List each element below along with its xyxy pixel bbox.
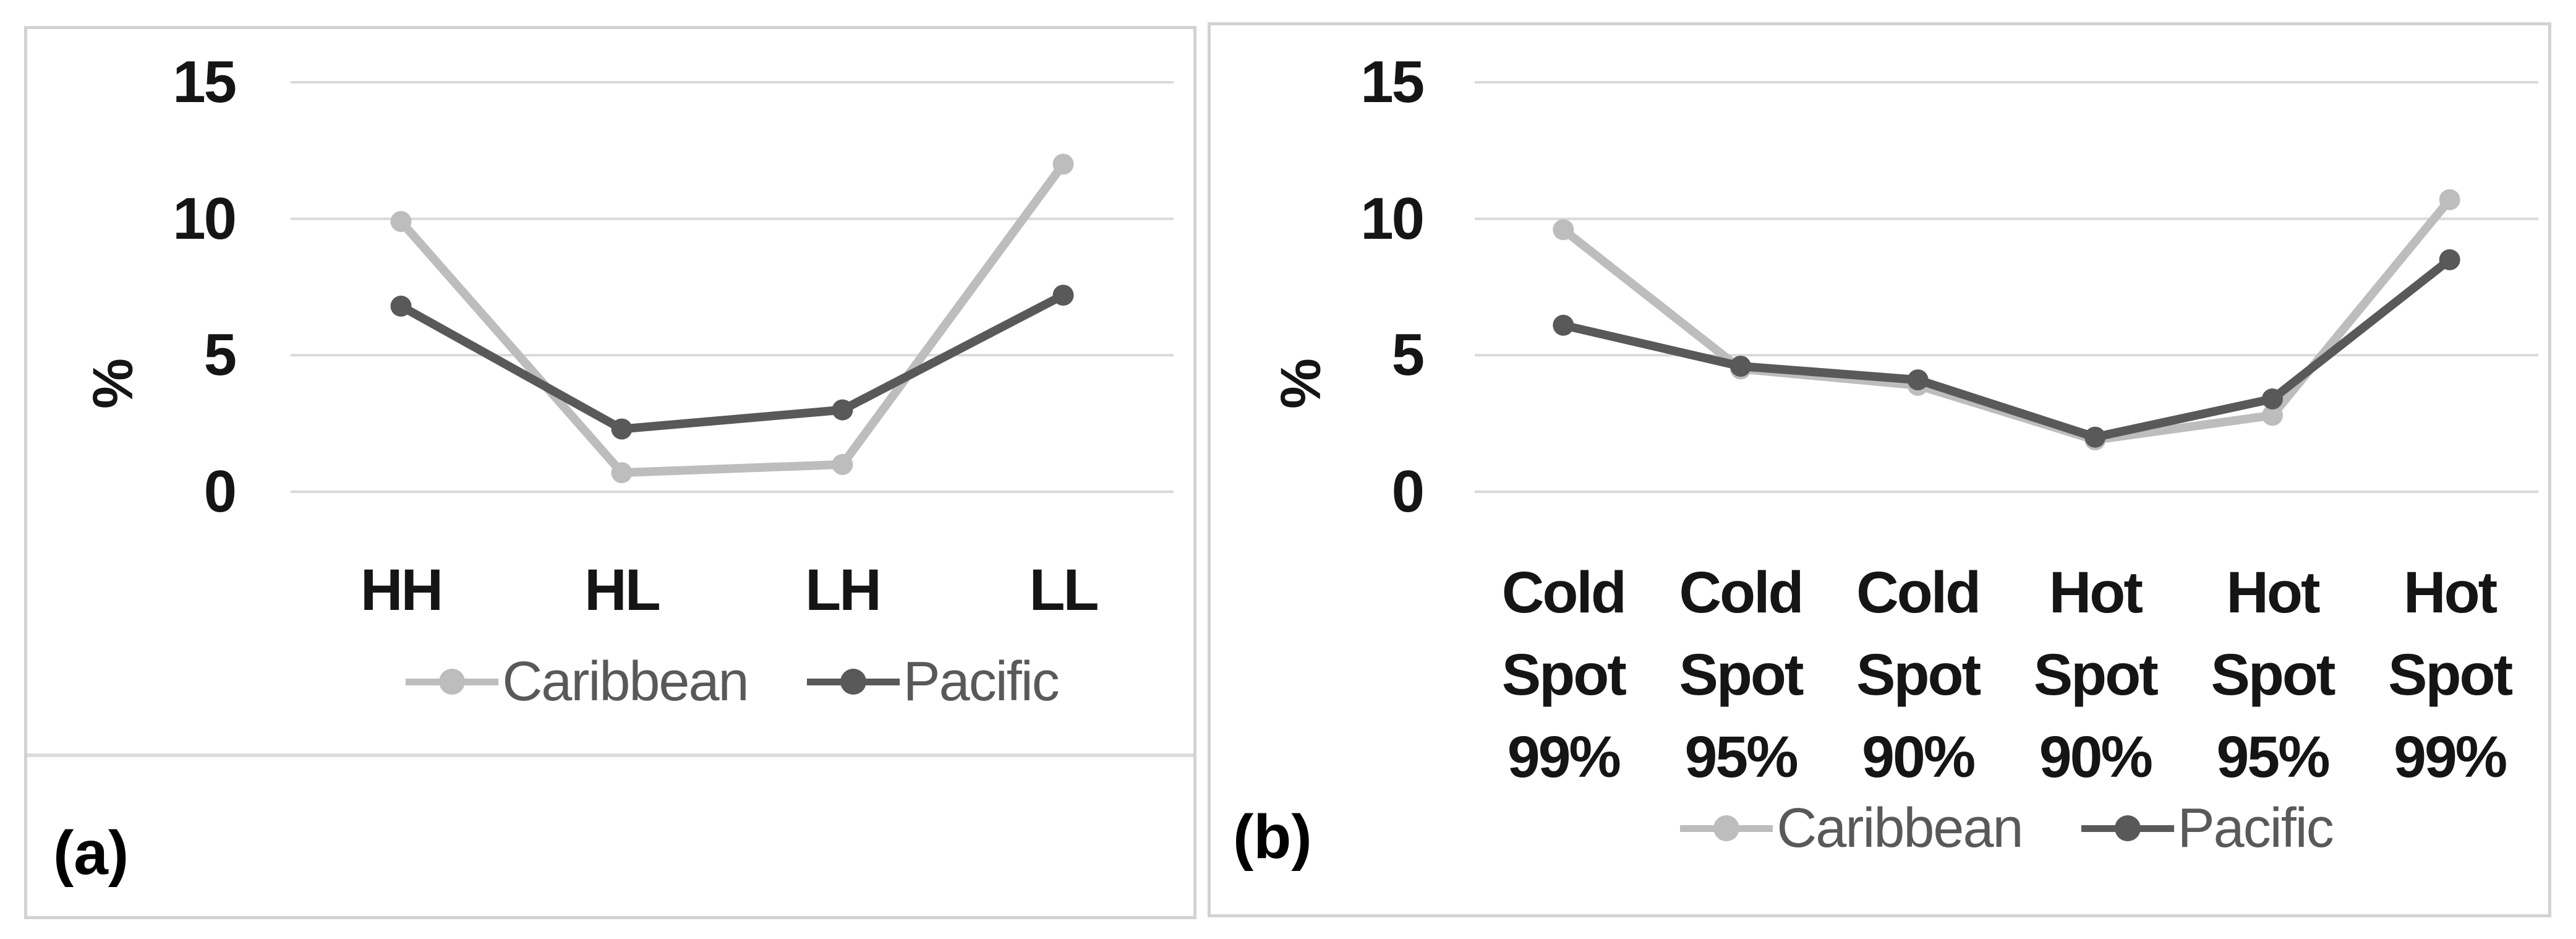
legend-label: Caribbean [502, 651, 749, 713]
pacific-series-marker-icon [2081, 814, 2174, 843]
legend-label: Pacific [2177, 797, 2334, 859]
legend-label: Pacific [903, 651, 1060, 713]
legend-label: Caribbean [1776, 797, 2023, 859]
x-axis-labels-a: HH HL LH LL [291, 549, 1174, 632]
legend-item-caribbean: Caribbean [1680, 797, 2024, 859]
y-axis-label: % [1269, 358, 1333, 409]
y-tick-5: 5 [203, 322, 237, 388]
x-category: Cold Spot 95% [1679, 560, 1804, 790]
y-tick-10: 10 [173, 186, 237, 252]
y-tick-15: 15 [173, 49, 237, 115]
panel-a: 15 10 5 0 % HH HL LH LL Caribbean Pacifi… [24, 26, 1196, 919]
legend-item-caribbean: Caribbean [406, 651, 749, 713]
panel-b: 15 10 5 0 % Cold Spot 99% Cold Spot 95% … [1208, 22, 2551, 917]
x-category: HH [360, 557, 443, 623]
x-category: HL [584, 557, 661, 623]
x-category: Hot Spot 95% [2211, 560, 2335, 790]
x-category: Cold Spot 99% [1501, 560, 1627, 790]
line-chart-b [1475, 81, 2538, 493]
x-category: Cold Spot 90% [1856, 560, 1981, 790]
x-category: LH [805, 557, 882, 623]
caribbean-series-marker-icon [406, 667, 499, 696]
y-axis-label: % [82, 358, 145, 409]
pacific-series-marker-icon [806, 667, 900, 696]
x-category: Hot Spot 99% [2388, 560, 2513, 790]
legend-item-pacific: Pacific [806, 651, 1060, 713]
line-chart-a [291, 81, 1174, 493]
x-axis-labels-b: Cold Spot 99% Cold Spot 95% Cold Spot 90… [1475, 552, 2538, 799]
y-tick-10: 10 [1360, 186, 1425, 252]
y-tick-15: 15 [1360, 49, 1425, 115]
x-category: Hot Spot 90% [2033, 560, 2159, 790]
x-category: LL [1029, 557, 1099, 623]
caption-a: (a) [53, 818, 129, 888]
y-tick-5: 5 [1391, 322, 1425, 388]
legend-b: Caribbean Pacific [1475, 797, 2538, 859]
legend-a: Caribbean Pacific [291, 651, 1174, 713]
y-tick-0: 0 [1391, 458, 1425, 525]
y-tick-0: 0 [203, 458, 237, 525]
caption-divider [27, 753, 1193, 757]
legend-item-pacific: Pacific [2081, 797, 2334, 859]
caribbean-series-marker-icon [1680, 814, 1773, 843]
caption-b: (b) [1233, 802, 1312, 872]
